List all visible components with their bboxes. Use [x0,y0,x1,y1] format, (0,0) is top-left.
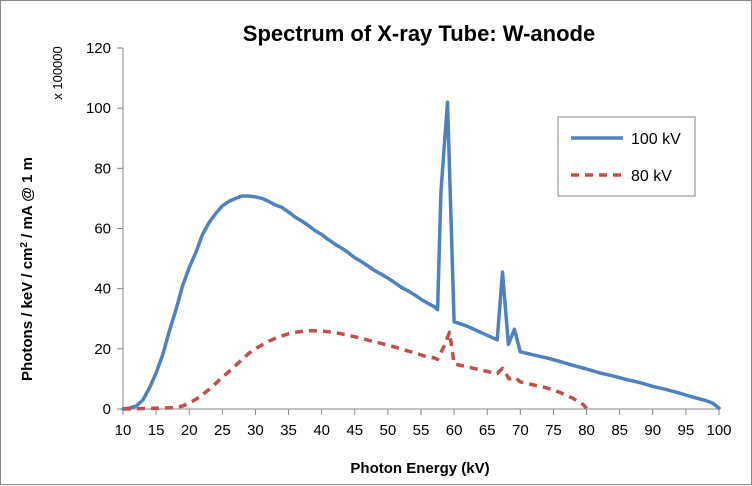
x-tick-label: 35 [280,422,297,439]
y-tick-label: 20 [94,341,111,358]
x-tick-label: 45 [346,422,363,439]
x-tick-label: 90 [644,422,661,439]
x-tick-label: 15 [148,422,165,439]
y-tick-label: 0 [103,401,111,418]
legend-box [557,116,696,197]
x-tick-label: 60 [446,422,463,439]
series-line-100kv [121,100,721,411]
y-axis-multiplier: x 100000 [50,46,65,100]
y-axis-title-part-2: / mA @ 1 m [19,157,36,242]
y-axis-title-part-1: Photons / keV / cm [19,248,36,381]
x-tick-label: 65 [479,422,496,439]
x-tick-label: 40 [313,422,330,439]
x-tick-label: 70 [512,422,529,439]
x-tick-label: 10 [115,422,132,439]
x-tick-label: 55 [413,422,430,439]
axes: 0 20 40 60 80 100 120 10 15 20 25 30 35 40 45 50 55 60 65 7… [86,40,732,439]
x-tick-label: 95 [678,422,695,439]
x-tick-label: 25 [214,422,231,439]
chart-title: Spectrum of X-ray Tube: W-anode [243,21,595,46]
plot-area [121,100,721,411]
x-tick-label: 30 [247,422,264,439]
x-tick-label: 75 [545,422,562,439]
x-tick-label: 100 [706,422,731,439]
x-tick-label: 20 [181,422,198,439]
x-tick-label: 85 [611,422,628,439]
y-tick-label: 80 [94,160,111,177]
y-tick-label: 120 [86,40,111,57]
y-tick-label: 40 [94,281,111,298]
y-axis-title-superscript: 2 [19,242,30,248]
series-line-80kv [122,329,588,411]
legend-label-100kv: 100 kV [631,131,681,148]
legend-label-80kv: 80 kV [631,168,672,185]
y-axis-title: Photons / keV / cm2 / mA @ 1 m [19,157,37,381]
x-axis-title: Photon Energy (kV) [350,460,489,477]
legend: 100 kV 80 kV [557,116,696,197]
y-tick-label: 60 [94,221,111,238]
x-tick-label: 80 [578,422,595,439]
x-tick-label: 50 [380,422,397,439]
y-tick-label: 100 [86,100,111,117]
